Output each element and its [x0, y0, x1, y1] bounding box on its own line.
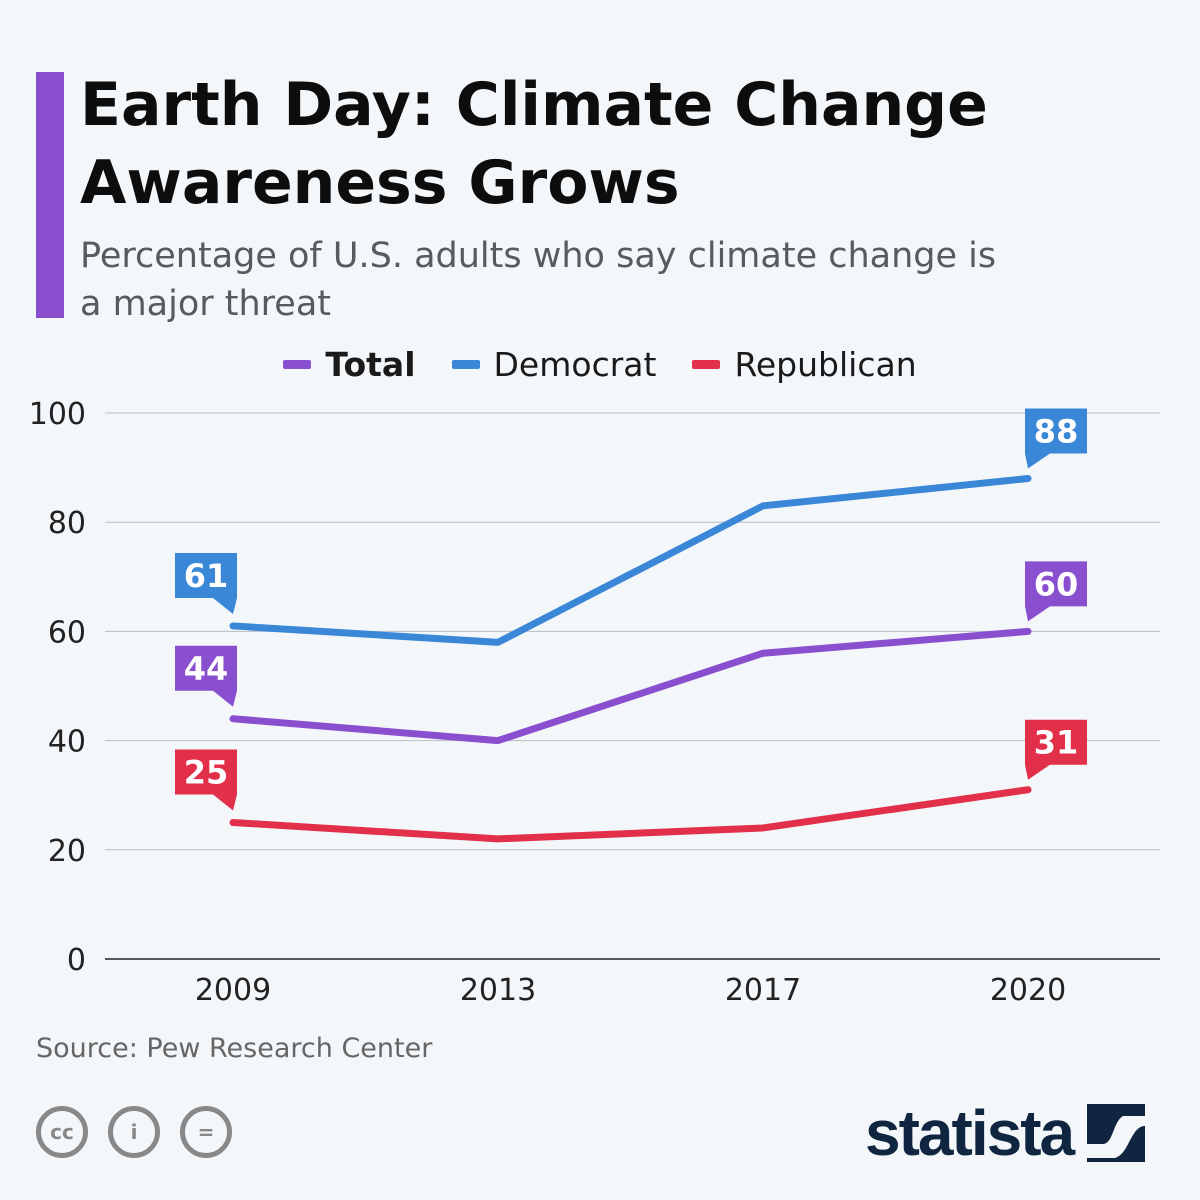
data-label-callout: [175, 552, 237, 614]
legend-item-total: Total: [283, 345, 416, 384]
source-note: Source: Pew Research Center: [36, 1033, 433, 1064]
data-label: 25: [184, 754, 229, 792]
data-point: [497, 739, 499, 742]
data-label-callout: [1025, 561, 1087, 622]
data-point: [1027, 630, 1029, 633]
legend: Total Democrat Republican: [0, 345, 1200, 384]
data-point: [762, 504, 764, 507]
series-line-total: [229, 627, 1032, 745]
statista-logo: statista: [865, 1096, 1146, 1170]
legend-swatch: [692, 360, 721, 369]
attribution-icon: i: [108, 1106, 160, 1158]
legend-item-republican: Republican: [692, 345, 917, 384]
data-label-callout: [175, 749, 237, 811]
series-line-democrat: [229, 475, 1032, 646]
y-tick-label: 80: [48, 506, 86, 541]
data-label: 44: [184, 650, 229, 688]
no-derivatives-icon: =: [180, 1106, 232, 1158]
legend-swatch: [451, 360, 480, 369]
data-point: [1027, 788, 1029, 791]
series-line-republican: [229, 786, 1032, 843]
y-tick-label: 0: [67, 943, 86, 978]
data-label: 60: [1034, 565, 1079, 603]
x-tick-label: 2017: [725, 973, 801, 1008]
logo-wordmark: statista: [865, 1097, 1075, 1169]
statista-mark-icon: [1087, 1104, 1146, 1162]
y-tick-label: 20: [48, 834, 86, 869]
accent-bar: [36, 72, 64, 318]
data-label: 31: [1034, 724, 1079, 762]
y-tick-label: 100: [29, 397, 86, 432]
data-point: [497, 641, 499, 644]
legend-item-democrat: Democrat: [451, 345, 657, 384]
data-label: 88: [1034, 413, 1079, 451]
cc-icon: cc: [36, 1106, 88, 1158]
data-label-callout: [1025, 719, 1087, 780]
data-point: [232, 624, 234, 627]
data-point: [762, 652, 764, 655]
data-label-callout: [1025, 408, 1087, 469]
data-point: [232, 821, 234, 824]
data-point: [497, 837, 499, 840]
legend-label: Democrat: [493, 345, 657, 384]
x-tick-label: 2020: [990, 973, 1066, 1008]
y-tick-label: 60: [48, 615, 86, 650]
data-point: [762, 826, 764, 829]
chart-title: Earth Day: Climate Change Awareness Grow…: [80, 70, 988, 218]
x-tick-label: 2009: [195, 973, 271, 1008]
data-label: 61: [184, 557, 229, 595]
legend-label: Total: [325, 345, 416, 384]
legend-label: Republican: [734, 345, 917, 384]
legend-swatch: [283, 360, 312, 369]
data-point: [232, 717, 234, 720]
data-label-callout: [175, 645, 237, 707]
y-tick-label: 40: [48, 725, 86, 760]
data-point: [1027, 477, 1029, 480]
chart-subtitle: Percentage of U.S. adults who say climat…: [80, 236, 997, 324]
x-tick-label: 2013: [460, 973, 536, 1008]
